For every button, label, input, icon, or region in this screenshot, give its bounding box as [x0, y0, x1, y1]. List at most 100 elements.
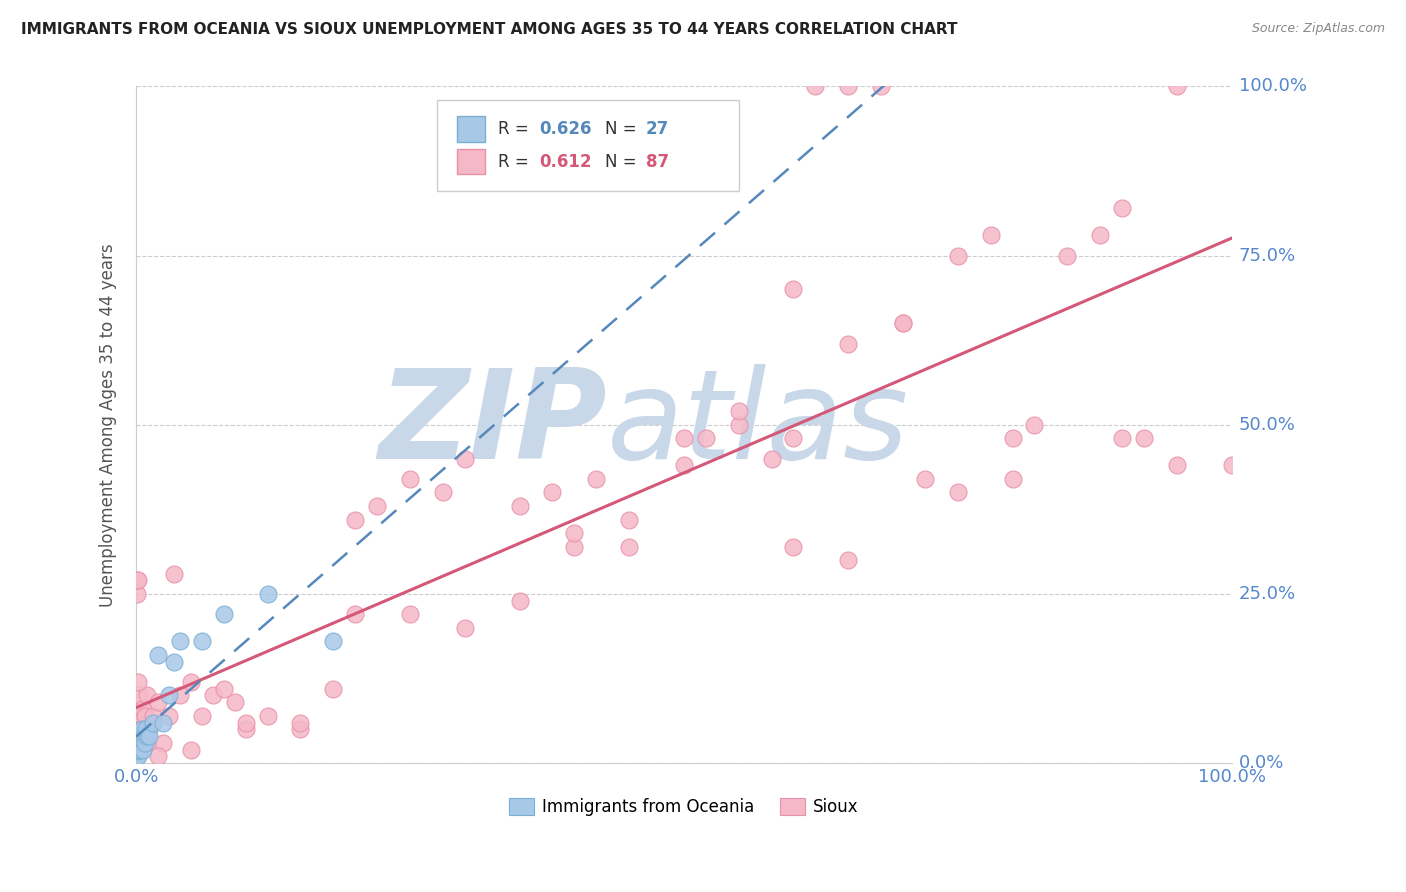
Point: [131, 736, 153, 750]
Point: [127, 742, 149, 756]
Point: [672, 431, 695, 445]
Point: [180, 742, 202, 756]
Point: [1056, 249, 1078, 263]
Point: [980, 228, 1002, 243]
Point: [1111, 431, 1133, 445]
Point: [1133, 431, 1156, 445]
Point: [837, 336, 859, 351]
Point: [127, 749, 149, 764]
Point: [782, 282, 804, 296]
Point: [212, 607, 235, 622]
Point: [125, 729, 148, 743]
Point: [141, 715, 163, 730]
Text: 0.0%: 0.0%: [1239, 754, 1284, 772]
Point: [782, 431, 804, 445]
Point: [127, 587, 149, 601]
Point: [235, 723, 257, 737]
FancyBboxPatch shape: [457, 149, 485, 175]
Text: R =: R =: [498, 153, 534, 170]
Point: [562, 540, 585, 554]
Text: 25.0%: 25.0%: [1239, 585, 1296, 603]
Point: [399, 472, 422, 486]
Point: [1220, 458, 1243, 473]
Point: [322, 634, 344, 648]
Point: [191, 634, 214, 648]
Text: Source: ZipAtlas.com: Source: ZipAtlas.com: [1251, 22, 1385, 36]
Point: [141, 708, 163, 723]
Text: 0.612: 0.612: [540, 153, 592, 170]
Point: [946, 485, 969, 500]
Point: [135, 723, 157, 737]
Point: [454, 621, 477, 635]
Text: 50.0%: 50.0%: [1239, 416, 1295, 434]
Point: [727, 404, 749, 418]
Text: 0.626: 0.626: [540, 120, 592, 138]
Point: [127, 736, 149, 750]
Point: [132, 729, 155, 743]
Point: [782, 540, 804, 554]
Point: [366, 499, 388, 513]
Point: [125, 736, 148, 750]
Point: [146, 749, 169, 764]
Point: [169, 689, 191, 703]
Point: [128, 742, 150, 756]
Point: [509, 499, 531, 513]
Point: [672, 458, 695, 473]
Point: [695, 431, 717, 445]
Point: [129, 742, 152, 756]
Point: [191, 708, 214, 723]
Point: [1001, 472, 1024, 486]
Point: [891, 316, 914, 330]
Point: [131, 702, 153, 716]
Point: [727, 417, 749, 432]
Point: [256, 587, 278, 601]
Point: [1090, 228, 1112, 243]
Point: [169, 634, 191, 648]
Point: [146, 695, 169, 709]
Point: [128, 702, 150, 716]
Point: [761, 451, 783, 466]
Point: [127, 574, 149, 588]
Point: [131, 742, 153, 756]
Point: [136, 689, 159, 703]
Point: [134, 736, 156, 750]
Point: [127, 742, 149, 756]
Text: 100.0%: 100.0%: [1239, 78, 1306, 95]
Point: [152, 736, 174, 750]
Point: [562, 526, 585, 541]
Point: [509, 593, 531, 607]
Text: 75.0%: 75.0%: [1239, 246, 1296, 265]
Point: [432, 485, 454, 500]
Point: [212, 681, 235, 696]
Point: [163, 566, 186, 581]
Point: [290, 715, 312, 730]
Point: [134, 708, 156, 723]
Point: [1166, 79, 1188, 94]
Point: [131, 723, 153, 737]
Point: [235, 715, 257, 730]
Point: [132, 723, 155, 737]
Point: [322, 681, 344, 696]
Point: [131, 742, 153, 756]
Point: [128, 689, 150, 703]
Point: [1166, 458, 1188, 473]
Point: [344, 512, 367, 526]
Point: [224, 695, 246, 709]
Point: [585, 472, 607, 486]
Point: [541, 485, 564, 500]
Text: IMMIGRANTS FROM OCEANIA VS SIOUX UNEMPLOYMENT AMONG AGES 35 TO 44 YEARS CORRELAT: IMMIGRANTS FROM OCEANIA VS SIOUX UNEMPLO…: [21, 22, 957, 37]
Point: [146, 648, 169, 662]
Point: [127, 708, 149, 723]
Text: N =: N =: [605, 153, 643, 170]
Point: [136, 729, 159, 743]
Point: [128, 729, 150, 743]
Point: [125, 749, 148, 764]
Text: N =: N =: [605, 120, 643, 138]
Point: [157, 689, 180, 703]
Y-axis label: Unemployment Among Ages 35 to 44 years: Unemployment Among Ages 35 to 44 years: [100, 243, 117, 607]
Point: [1024, 417, 1046, 432]
Point: [129, 723, 152, 737]
Point: [946, 249, 969, 263]
Point: [136, 736, 159, 750]
Text: atlas: atlas: [607, 364, 910, 485]
